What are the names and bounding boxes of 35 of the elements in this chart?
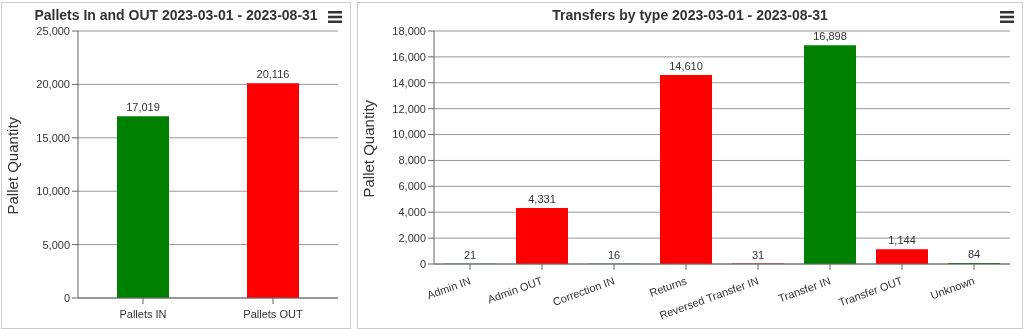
x-tick-label: Returns <box>647 274 689 299</box>
data-label: 16 <box>607 248 621 261</box>
data-label: 21 <box>463 248 477 261</box>
chart-title: Transfers by type 2023-03-01 - 2023-08-31 <box>551 7 829 23</box>
data-label: 1,144 <box>888 234 916 247</box>
x-tick-label: Pallets IN <box>119 308 167 320</box>
chart-title: Pallets In and OUT 2023-03-01 - 2023-08-31 <box>33 7 319 23</box>
y-tick-label: 8,000 <box>398 154 426 167</box>
y-tick-label: 18,000 <box>392 24 426 37</box>
y-tick-label: 6,000 <box>398 180 426 193</box>
y-tick-label: 4,000 <box>398 206 426 219</box>
x-tick-label: Admin IN <box>425 274 473 302</box>
data-label: 16,898 <box>813 30 847 43</box>
y-tick-label: 10,000 <box>36 185 70 198</box>
data-label: 20,116 <box>256 68 290 81</box>
y-tick-label: 2,000 <box>398 232 426 245</box>
y-tick-label: 25,000 <box>36 24 70 37</box>
data-label: 14,610 <box>669 59 703 72</box>
y-tick-label: 5,000 <box>42 238 70 251</box>
data-label: 84 <box>967 247 981 260</box>
y-axis-title: Pallet Quantity <box>360 99 378 198</box>
data-label: 17,019 <box>126 101 160 114</box>
y-tick-label: 15,000 <box>36 131 70 144</box>
y-tick-label: 20,000 <box>36 78 70 91</box>
x-tick-label: Admin OUT <box>485 274 545 306</box>
y-tick-label: 0 <box>63 291 70 304</box>
y-tick-label: 0 <box>419 257 426 270</box>
y-tick-label: 10,000 <box>392 128 426 141</box>
data-label: 31 <box>751 248 765 261</box>
data-label: 4,331 <box>528 192 556 205</box>
y-tick-label: 14,000 <box>392 76 426 89</box>
x-tick-label: Pallets OUT <box>243 308 303 320</box>
y-tick-label: 12,000 <box>392 102 426 115</box>
y-axis-title: Pallet Quantity <box>4 116 22 215</box>
y-tick-label: 16,000 <box>392 50 426 63</box>
